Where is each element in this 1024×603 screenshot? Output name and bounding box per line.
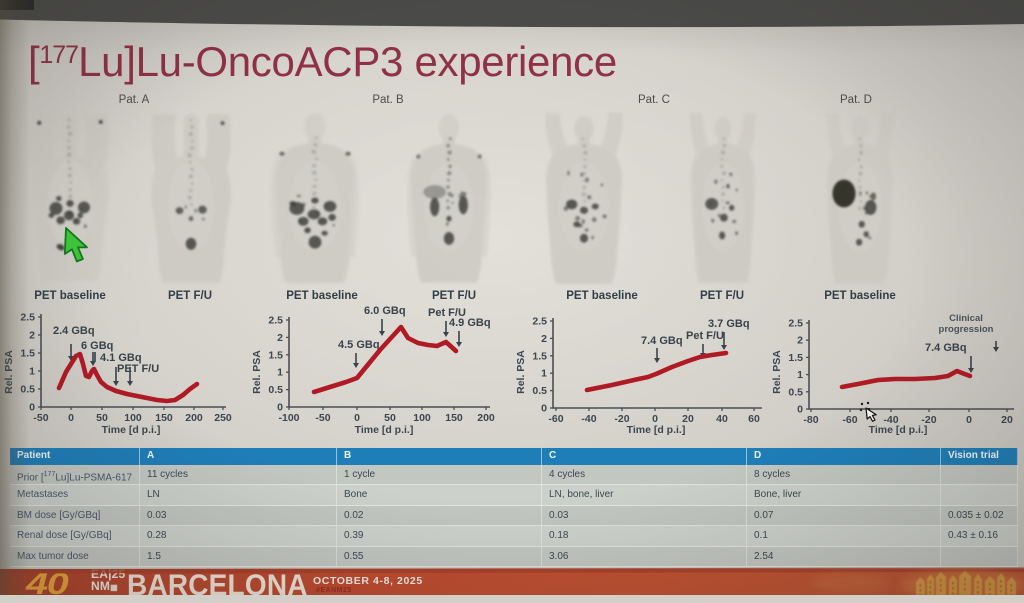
svg-text:0.5: 0.5 bbox=[20, 384, 35, 396]
svg-text:2.5: 2.5 bbox=[532, 316, 547, 328]
svg-text:progression: progression bbox=[939, 324, 994, 335]
svg-text:-100: -100 bbox=[278, 412, 299, 424]
svg-text:250: 250 bbox=[214, 412, 232, 424]
svg-text:2.5: 2.5 bbox=[20, 312, 35, 324]
svg-text:Time [d p.i.]: Time [d p.i.] bbox=[355, 424, 414, 436]
svg-text:-60: -60 bbox=[548, 413, 563, 425]
svg-text:Rel. PSA: Rel. PSA bbox=[515, 350, 527, 394]
svg-text:0.5: 0.5 bbox=[268, 384, 283, 396]
svg-text:0.5: 0.5 bbox=[788, 386, 803, 398]
svg-text:0: 0 bbox=[68, 412, 74, 424]
svg-text:0: 0 bbox=[354, 412, 360, 424]
svg-text:Clinical: Clinical bbox=[949, 313, 983, 324]
svg-text:2: 2 bbox=[277, 332, 283, 344]
svg-text:Time [d p.i.]: Time [d p.i.] bbox=[102, 424, 161, 436]
svg-text:100: 100 bbox=[124, 412, 142, 424]
svg-text:100: 100 bbox=[413, 412, 431, 424]
svg-text:Time [d p.i.]: Time [d p.i.] bbox=[627, 424, 686, 436]
svg-text:1: 1 bbox=[29, 366, 35, 378]
svg-text:1.5: 1.5 bbox=[532, 350, 547, 362]
svg-text:2.4 GBq: 2.4 GBq bbox=[53, 325, 95, 337]
svg-text:1.5: 1.5 bbox=[268, 349, 283, 361]
svg-text:-60: -60 bbox=[842, 414, 857, 426]
svg-text:0: 0 bbox=[966, 414, 972, 426]
svg-text:1.5: 1.5 bbox=[20, 348, 35, 360]
svg-text:1: 1 bbox=[541, 368, 547, 380]
svg-text:6 GBq: 6 GBq bbox=[81, 340, 113, 352]
svg-text:2: 2 bbox=[29, 330, 35, 342]
svg-text:1: 1 bbox=[797, 369, 803, 381]
svg-text:Rel. PSA: Rel. PSA bbox=[3, 350, 15, 394]
svg-text:-80: -80 bbox=[803, 414, 818, 426]
svg-text:0.5: 0.5 bbox=[532, 385, 547, 397]
svg-text:Pet F/U: Pet F/U bbox=[686, 330, 724, 342]
svg-text:4.9 GBq: 4.9 GBq bbox=[449, 317, 491, 329]
svg-text:-50: -50 bbox=[33, 412, 48, 424]
svg-text:200: 200 bbox=[477, 412, 495, 424]
svg-text:-40: -40 bbox=[581, 413, 596, 425]
svg-text:2: 2 bbox=[797, 335, 803, 347]
svg-text:200: 200 bbox=[185, 412, 203, 424]
svg-text:60: 60 bbox=[748, 413, 760, 425]
svg-text:2.5: 2.5 bbox=[268, 315, 283, 327]
svg-text:50: 50 bbox=[384, 412, 396, 424]
svg-text:2: 2 bbox=[541, 333, 547, 345]
svg-text:Rel. PSA: Rel. PSA bbox=[251, 350, 263, 394]
svg-text:7.4 GBq: 7.4 GBq bbox=[641, 335, 683, 347]
svg-text:150: 150 bbox=[155, 412, 173, 424]
svg-text:7.4 GBq: 7.4 GBq bbox=[925, 342, 967, 354]
svg-text:40: 40 bbox=[716, 413, 728, 425]
svg-text:20: 20 bbox=[1001, 414, 1013, 426]
svg-text:PET F/U: PET F/U bbox=[117, 363, 159, 375]
svg-text:1: 1 bbox=[277, 367, 283, 379]
svg-text:0: 0 bbox=[797, 404, 803, 416]
svg-text:0: 0 bbox=[541, 403, 547, 415]
svg-text:Rel. PSA: Rel. PSA bbox=[771, 350, 783, 394]
svg-text:-50: -50 bbox=[315, 412, 330, 424]
svg-text:150: 150 bbox=[445, 412, 463, 424]
svg-text:Time [d p.i.]: Time [d p.i.] bbox=[869, 424, 928, 436]
svg-text:50: 50 bbox=[96, 412, 108, 424]
svg-text:4.5 GBq: 4.5 GBq bbox=[338, 339, 380, 351]
svg-text:6.0 GBq: 6.0 GBq bbox=[364, 305, 406, 317]
svg-text:3.7 GBq: 3.7 GBq bbox=[708, 318, 750, 330]
svg-text:2.5: 2.5 bbox=[788, 318, 803, 330]
svg-text:1.5: 1.5 bbox=[788, 352, 803, 364]
